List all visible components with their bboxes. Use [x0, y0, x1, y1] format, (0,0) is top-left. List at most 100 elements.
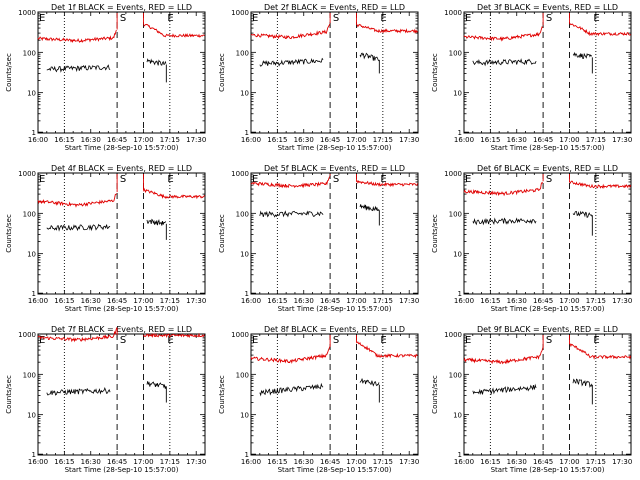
- x-tick-label: 16:15: [480, 136, 500, 144]
- y-tick-label: 1000: [231, 331, 249, 339]
- x-tick-label: 17:00: [559, 458, 579, 466]
- x-tick-label: 16:00: [454, 458, 474, 466]
- events-series-post: [359, 378, 380, 387]
- panel-7: Det 7f BLACK = Events, RED = LLD 1 10 100 10…: [5, 325, 206, 474]
- x-tick-label: 16:30: [294, 458, 314, 466]
- events-series-post: [572, 51, 593, 59]
- x-axis-label: Start Time (28-Sep-10 15:57:00): [278, 466, 392, 474]
- panel-title: Det 5f BLACK = Events, RED = LLD: [264, 164, 405, 173]
- y-axis-label: Counts/sec: [218, 214, 226, 253]
- plot-frame: [250, 172, 419, 295]
- x-tick-label: 16:45: [533, 136, 553, 144]
- x-axis-label: Start Time (28-Sep-10 15:57:00): [65, 305, 179, 313]
- x-tick-label: 16:30: [81, 297, 101, 305]
- x-tick-label: 16:45: [320, 136, 340, 144]
- x-axis-label: Start Time (28-Sep-10 15:57:00): [65, 144, 179, 152]
- marker-label: E: [39, 13, 45, 24]
- y-axis-label: Counts/sec: [431, 53, 439, 92]
- panel-1: Det 1f BLACK = Events, RED = LLD 1 10 100 10…: [5, 3, 206, 152]
- y-axis-label: Counts/sec: [431, 214, 439, 253]
- plot-frame: [463, 333, 632, 456]
- y-axis-label: Counts/sec: [218, 375, 226, 414]
- x-axis-label: Start Time (28-Sep-10 15:57:00): [491, 144, 605, 152]
- lld-series-pre: [463, 25, 544, 42]
- marker-label: E: [593, 174, 599, 185]
- x-tick-label: 17:15: [586, 458, 606, 466]
- y-tick-label: 100: [23, 371, 36, 379]
- x-tick-label: 16:00: [28, 458, 48, 466]
- marker-label: E: [380, 335, 386, 346]
- x-tick-label: 16:45: [107, 458, 127, 466]
- x-tick-label: 16:00: [28, 136, 48, 144]
- x-tick-label: 17:15: [373, 297, 393, 305]
- plot-frame: [463, 11, 632, 134]
- events-series-pre: [46, 64, 111, 73]
- x-tick-label: 16:00: [454, 297, 474, 305]
- lld-series-pre: [37, 193, 118, 208]
- x-tick-label: 17:00: [559, 297, 579, 305]
- x-tick-label: 16:30: [81, 458, 101, 466]
- events-series-post: [359, 52, 380, 62]
- x-tick-label: 16:15: [267, 136, 287, 144]
- marker-label: S: [546, 174, 552, 185]
- events-series-post: [359, 204, 380, 212]
- y-tick-label: 10: [453, 251, 462, 259]
- x-axis-label: Start Time (28-Sep-10 15:57:00): [278, 144, 392, 152]
- x-tick-label: 16:15: [54, 458, 74, 466]
- x-tick-label: 17:00: [346, 136, 366, 144]
- marker-label: S: [333, 335, 339, 346]
- y-tick-label: 100: [236, 210, 249, 218]
- marker-label: E: [465, 13, 471, 24]
- y-tick-label: 1000: [231, 170, 249, 178]
- events-series-post: [146, 381, 167, 389]
- y-tick-label: 1: [458, 451, 462, 459]
- x-tick-label: 17:00: [559, 136, 579, 144]
- x-tick-label: 16:45: [320, 458, 340, 466]
- y-tick-label: 100: [23, 210, 36, 218]
- x-tick-label: 16:00: [28, 297, 48, 305]
- y-axis-label: Counts/sec: [5, 214, 13, 253]
- lld-series-post: [569, 343, 632, 360]
- plot-frame: [463, 172, 632, 295]
- x-tick-label: 17:00: [346, 458, 366, 466]
- marker-label: S: [546, 13, 552, 24]
- x-tick-label: 17:30: [612, 136, 632, 144]
- x-tick-label: 17:30: [399, 136, 419, 144]
- y-tick-label: 1: [32, 451, 36, 459]
- lld-series-pre: [250, 346, 331, 364]
- panel-title: Det 4f BLACK = Events, RED = LLD: [51, 164, 192, 173]
- events-series-pre: [259, 57, 324, 67]
- y-tick-label: 1000: [444, 9, 462, 17]
- marker-label: S: [120, 174, 126, 185]
- y-tick-label: 10: [240, 90, 249, 98]
- y-tick-label: 1: [32, 129, 36, 137]
- y-tick-label: 10: [27, 251, 36, 259]
- panel-title: Det 7f BLACK = Events, RED = LLD: [51, 325, 192, 334]
- events-series-post: [572, 210, 593, 219]
- marker-label: E: [167, 13, 173, 24]
- y-tick-label: 10: [453, 412, 462, 420]
- panel-6: Det 6f BLACK = Events, RED = LLD 1 10 100 10…: [431, 164, 632, 313]
- lld-series-post: [356, 180, 419, 188]
- marker-label: S: [120, 335, 126, 346]
- panel-9: Det 9f BLACK = Events, RED = LLD 1 10 100 10…: [431, 325, 632, 474]
- lld-series-pre: [37, 327, 118, 343]
- x-tick-label: 17:00: [346, 297, 366, 305]
- marker-label: E: [380, 13, 386, 24]
- x-tick-label: 16:00: [241, 458, 261, 466]
- events-series-pre: [259, 210, 324, 218]
- lld-series-pre: [463, 347, 544, 365]
- lld-series-post: [143, 332, 205, 339]
- y-axis-label: Counts/sec: [5, 375, 13, 414]
- marker-label: E: [380, 174, 386, 185]
- y-tick-label: 10: [453, 90, 462, 98]
- marker-label: E: [39, 335, 45, 346]
- plot-frame: [250, 333, 419, 456]
- marker-label: E: [167, 174, 173, 185]
- marker-label: E: [593, 13, 599, 24]
- lld-series-post: [356, 23, 418, 34]
- x-tick-label: 16:00: [454, 136, 474, 144]
- events-series-pre: [472, 383, 537, 396]
- events-series-pre: [46, 386, 111, 396]
- x-tick-label: 16:45: [533, 458, 553, 466]
